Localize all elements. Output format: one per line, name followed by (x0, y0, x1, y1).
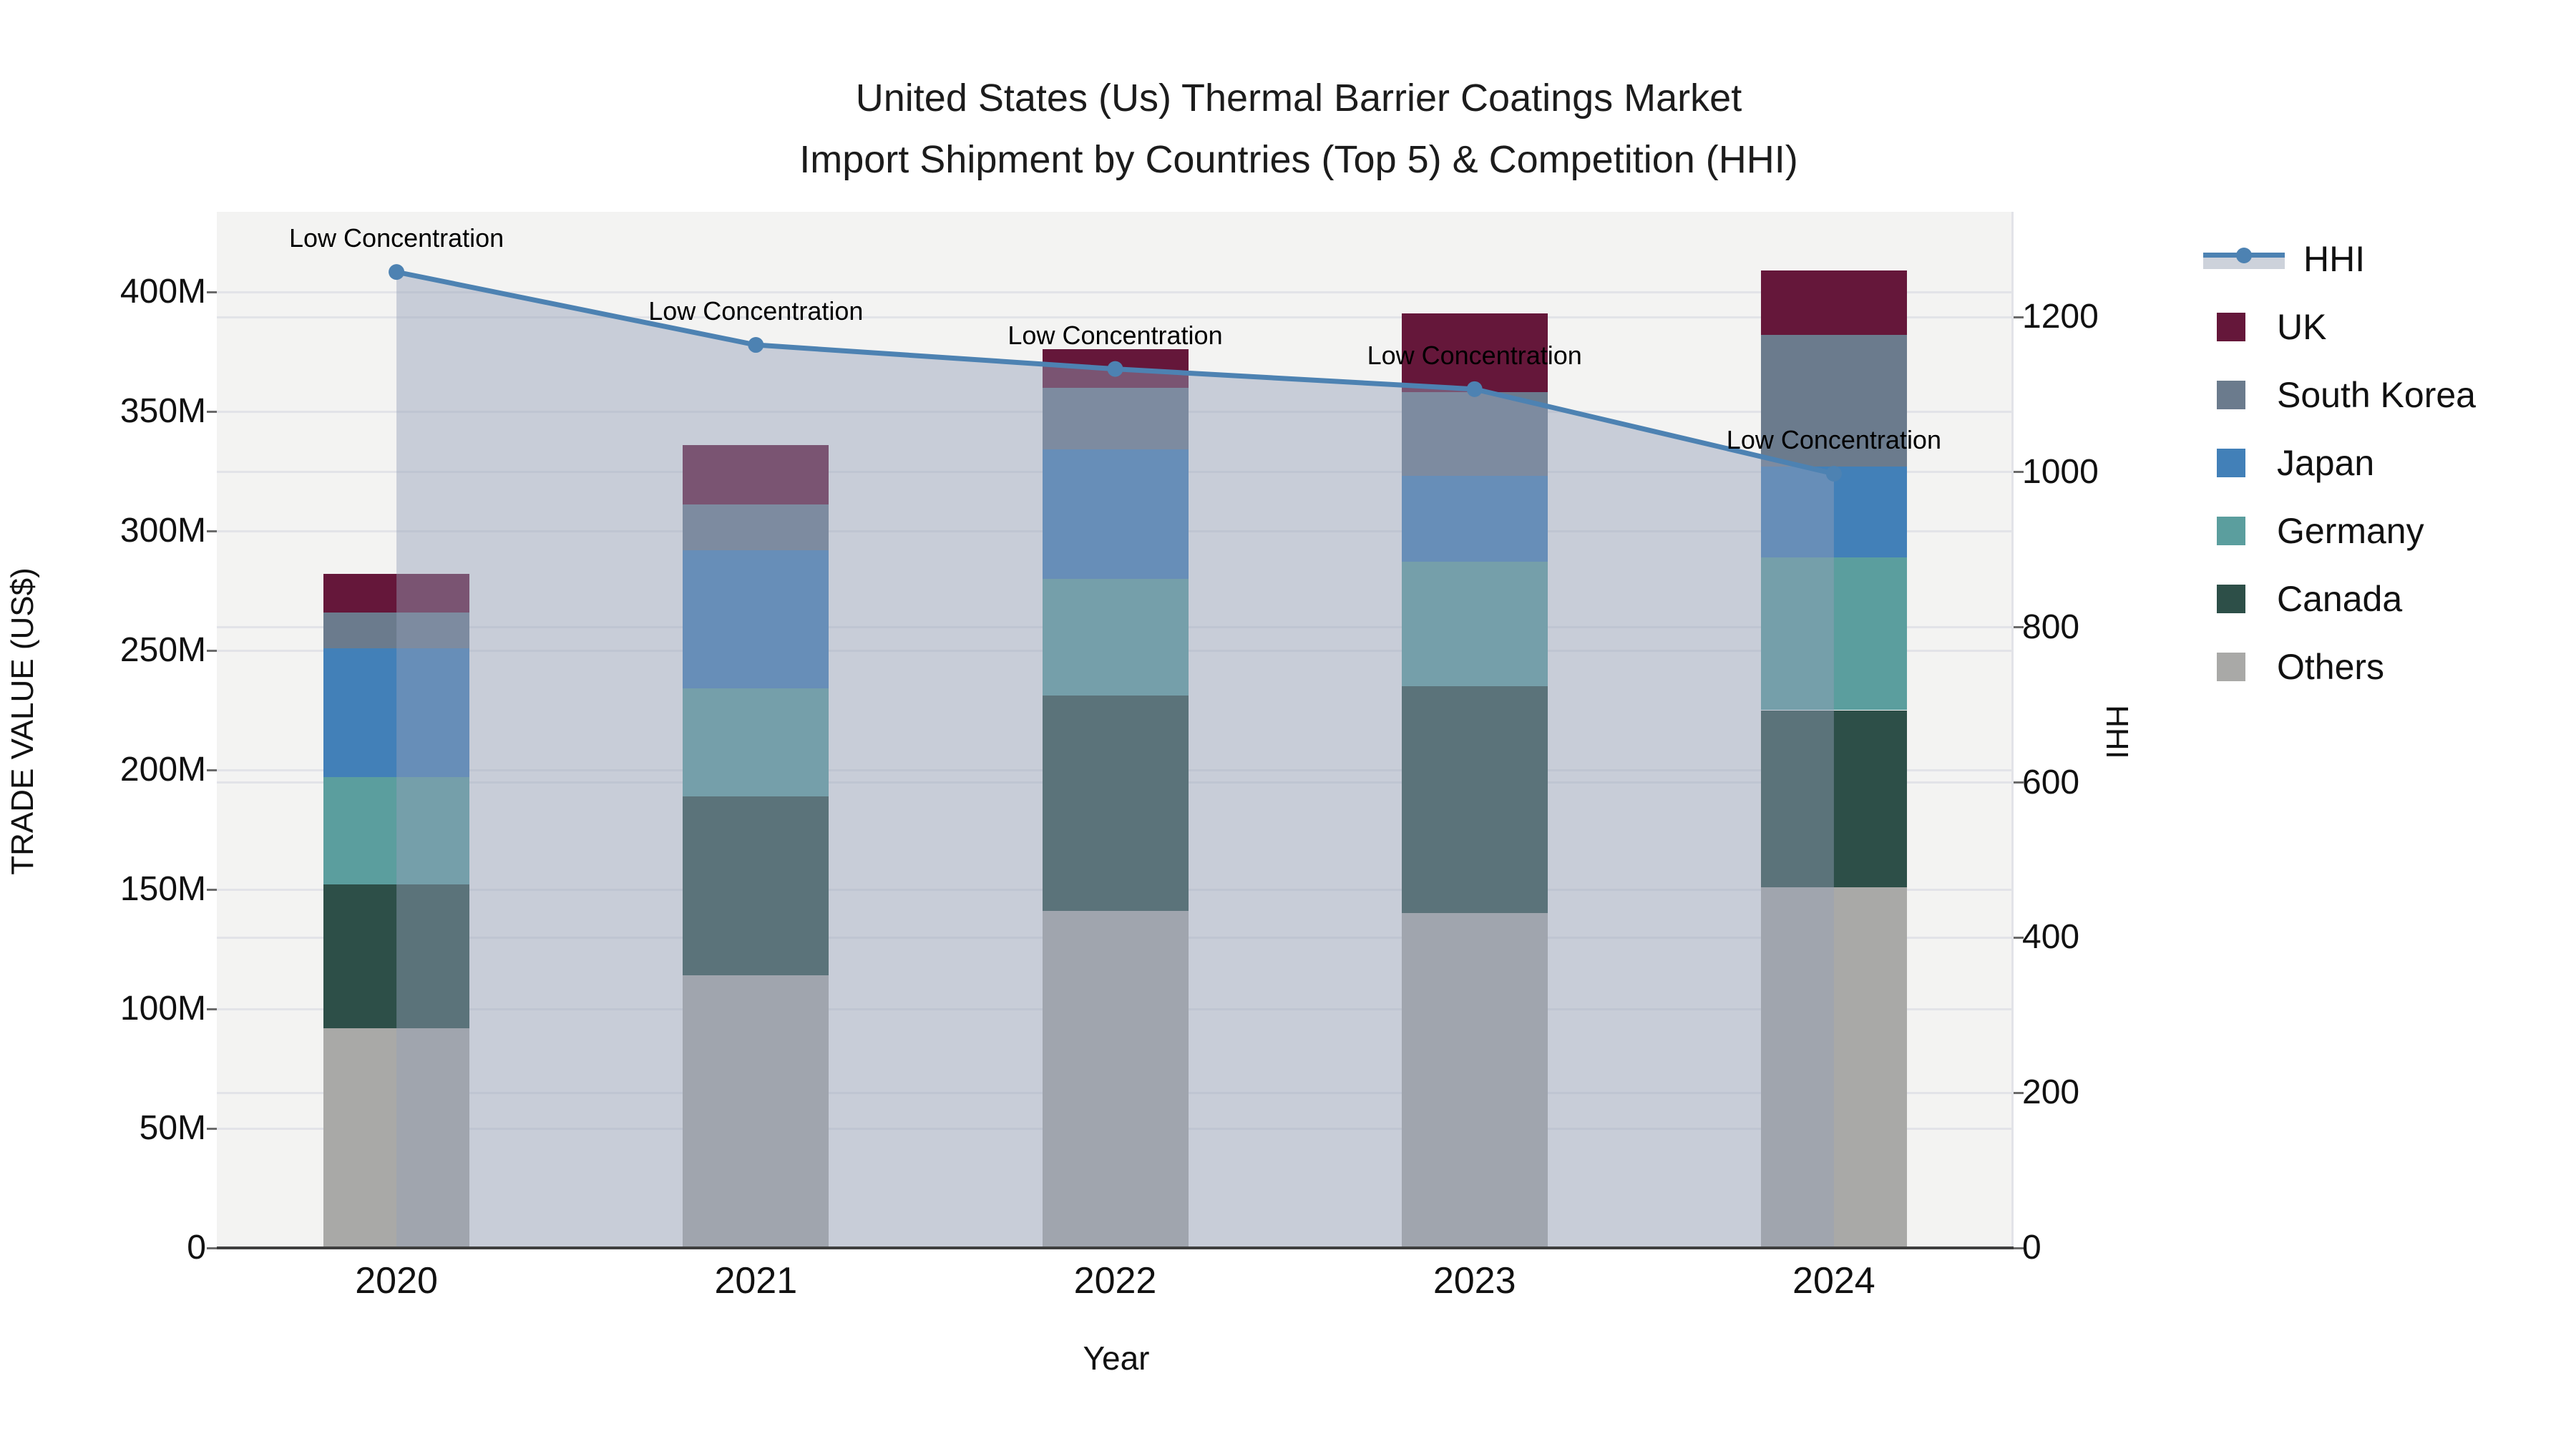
hhi-line-swatch-marker (2236, 247, 2252, 263)
y-left-tick-label-0: 0 (187, 1229, 206, 1267)
legend-label-uk: UK (2277, 307, 2327, 347)
legend-label-others: Others (2277, 647, 2385, 687)
bar-segment-2021-canada (683, 796, 829, 976)
y-left-tick-mark-400M (207, 291, 217, 293)
bar-segment-2023-canada (1401, 686, 1548, 914)
y-right-axis-title: HHI (2099, 705, 2135, 759)
y-left-axis-title: TRADE VALUE (US$) (5, 567, 40, 875)
bar-segment-2024-uk (1760, 270, 1907, 336)
bar-segment-2021-germany (683, 688, 829, 796)
legend-label-japan: Japan (2277, 443, 2375, 483)
legend-label-south-korea: South Korea (2277, 375, 2476, 415)
legend-label-canada: Canada (2277, 579, 2403, 619)
chart-title-line2: Import Shipment by Countries (Top 5) & C… (799, 138, 1798, 181)
bar-segment-2021-uk (683, 444, 829, 505)
bar-segment-2024-japan (1760, 466, 1907, 557)
legend-swatch-south-korea-icon (2217, 381, 2245, 409)
y-right-tick-label-800: 800 (2022, 608, 2080, 646)
bar-segment-2020-south-korea (323, 612, 470, 648)
y-left-tick-label-350M: 350M (119, 392, 206, 430)
legend-swatch-germany-icon (2217, 517, 2245, 545)
y-left-tick-label-100M: 100M (119, 990, 206, 1028)
y-right-tick-mark-0 (2014, 1246, 2024, 1249)
plot-right-border (2011, 212, 2014, 1248)
y-left-tick-mark-50M (207, 1127, 217, 1130)
y-left-tick-label-50M: 50M (139, 1109, 206, 1147)
y-right-tick-mark-600 (2014, 781, 2024, 784)
legend-swatch-japan-icon (2217, 449, 2245, 477)
chart-title: United States (Us) Thermal Barrier Coati… (0, 67, 2576, 190)
bar-segment-2023-others (1401, 913, 1548, 1248)
y-right-tick-mark-200 (2014, 1091, 2024, 1094)
y-left-tick-mark-200M (207, 769, 217, 771)
bar-segment-2020-japan (323, 648, 470, 778)
bar-segment-2021-japan (683, 550, 829, 689)
legend-label-hhi: HHI (2303, 239, 2366, 279)
legend-swatch-uk-icon (2217, 313, 2245, 341)
bar-segment-2020-uk (323, 574, 470, 613)
y-left-tick-label-300M: 300M (119, 512, 206, 550)
y-right-tick-label-200: 200 (2022, 1073, 2080, 1112)
annotation-2020: Low Concentration (289, 223, 504, 253)
annotation-2022: Low Concentration (1008, 320, 1223, 350)
chart-title-line1: United States (Us) Thermal Barrier Coati… (855, 77, 1742, 119)
x-axis-title: Year (1083, 1340, 1150, 1377)
y-right-tick-mark-800 (2014, 626, 2024, 629)
annotation-2023: Low Concentration (1367, 340, 1582, 370)
y-left-tick-mark-150M (207, 888, 217, 891)
x-tick-label-2021: 2021 (714, 1260, 798, 1302)
bar-segment-2023-japan (1401, 476, 1548, 562)
bar-segment-2022-uk (1042, 349, 1189, 388)
y-right-tick-label-400: 400 (2022, 918, 2080, 957)
bar-segment-2021-south-korea (683, 504, 829, 550)
x-tick-label-2022: 2022 (1073, 1260, 1157, 1302)
bar-segment-2020-germany (323, 777, 470, 885)
bar-segment-2022-germany (1042, 578, 1189, 696)
bar-segment-2024-germany (1760, 557, 1907, 711)
bar-segment-2022-japan (1042, 449, 1189, 579)
y-right-tick-label-600: 600 (2022, 763, 2080, 801)
y-right-tick-label-1000: 1000 (2022, 452, 2099, 491)
bar-segment-2020-others (323, 1028, 470, 1248)
x-tick-label-2023: 2023 (1433, 1260, 1516, 1302)
hhi-line-swatch-icon (2203, 245, 2285, 273)
bar-segment-2020-canada (323, 884, 470, 1028)
bar-segment-2022-others (1042, 911, 1189, 1248)
bar-segment-2024-others (1760, 887, 1907, 1248)
y-right-tick-mark-1000 (2014, 471, 2024, 474)
legend-swatch-others-icon (2217, 653, 2245, 681)
y-left-tick-mark-350M (207, 410, 217, 413)
legend-label-germany: Germany (2277, 511, 2424, 551)
y-left-tick-mark-100M (207, 1008, 217, 1010)
bar-segment-2023-germany (1401, 562, 1548, 687)
y-left-tick-label-150M: 150M (119, 870, 206, 908)
bar-segment-2021-others (683, 975, 829, 1248)
y-left-tick-mark-250M (207, 649, 217, 652)
bar-segment-2024-canada (1760, 710, 1907, 887)
x-tick-label-2024: 2024 (1792, 1260, 1875, 1302)
gridline-hhi-1200 (217, 316, 2014, 318)
y-left-tick-label-400M: 400M (119, 273, 206, 311)
annotation-2021: Low Concentration (648, 296, 864, 326)
x-axis-line (217, 1246, 2014, 1249)
y-left-tick-label-200M: 200M (119, 751, 206, 789)
y-right-tick-mark-400 (2014, 936, 2024, 939)
x-tick-label-2020: 2020 (355, 1260, 438, 1302)
bar-segment-2022-south-korea (1042, 387, 1189, 450)
bar-segment-2023-south-korea (1401, 392, 1548, 477)
bar-segment-2022-canada (1042, 696, 1189, 912)
y-left-tick-mark-300M (207, 530, 217, 532)
y-right-tick-mark-1200 (2014, 316, 2024, 318)
legend-swatch-canada-icon (2217, 585, 2245, 613)
y-right-tick-label-1200: 1200 (2022, 298, 2099, 336)
y-right-tick-label-0: 0 (2022, 1229, 2041, 1267)
gridline-trade-400M (217, 291, 2014, 293)
annotation-2024: Low Concentration (1726, 425, 1941, 454)
y-left-tick-mark-0 (207, 1246, 217, 1249)
y-left-tick-label-250M: 250M (119, 631, 206, 669)
